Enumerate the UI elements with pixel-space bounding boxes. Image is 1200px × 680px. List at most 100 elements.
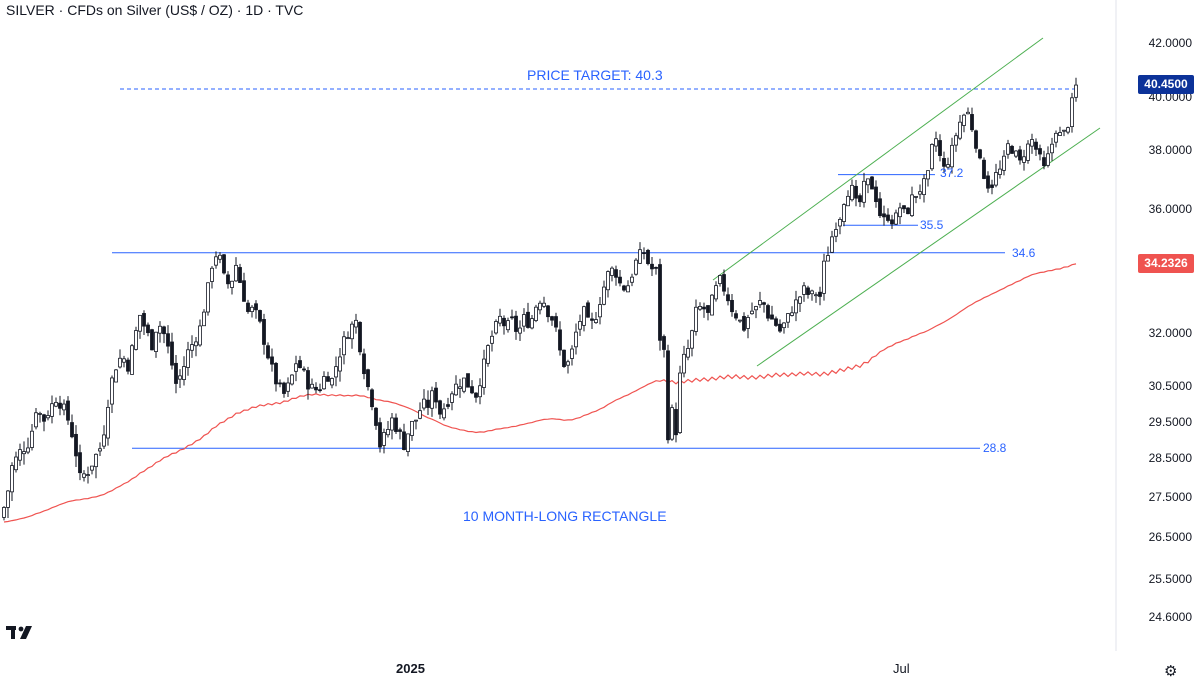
x-axis-label: Jul <box>893 661 910 676</box>
tradingview-logo-icon[interactable] <box>6 624 36 640</box>
candle-body <box>602 286 606 305</box>
candle-body <box>1022 156 1026 163</box>
candle-body <box>522 314 526 327</box>
candle-body <box>110 377 114 405</box>
candle-body <box>710 294 714 316</box>
candle-body <box>38 413 42 415</box>
candle-body <box>214 256 218 266</box>
candle-body <box>854 185 858 199</box>
candle-body <box>106 406 110 439</box>
candle-body <box>218 254 222 260</box>
candle-body <box>902 205 906 210</box>
candle-body <box>42 414 46 422</box>
candle-body <box>130 345 134 375</box>
candle-body <box>450 393 454 403</box>
candle-body <box>102 434 106 447</box>
candle-body <box>210 267 214 282</box>
candle-body <box>1034 141 1038 150</box>
candle-body <box>1066 127 1070 133</box>
candle-body <box>350 323 354 340</box>
candle-body <box>182 366 186 380</box>
candle-body <box>62 403 66 411</box>
candle-body <box>1014 150 1018 157</box>
candle-body <box>238 267 242 283</box>
candle-body <box>594 319 598 324</box>
candle-body <box>202 311 206 327</box>
candle-body <box>810 290 814 295</box>
channel-lower-line <box>756 127 1101 367</box>
candle-body <box>674 409 678 436</box>
candle-body <box>414 419 418 422</box>
candle-body <box>642 252 646 255</box>
y-axis-label: 24.6000 <box>1148 610 1192 624</box>
candle-body <box>262 319 266 345</box>
candle-body <box>494 321 498 334</box>
candle-body <box>26 447 30 453</box>
candle-body <box>794 299 798 314</box>
candle-body <box>310 383 314 389</box>
candle-body <box>634 259 638 275</box>
candle-body <box>702 306 706 310</box>
candle-body <box>806 287 810 295</box>
candle-body <box>206 282 210 313</box>
candle-body <box>1026 143 1030 161</box>
moving-average-badge: 34.2326 <box>1138 254 1194 273</box>
candle-body <box>566 361 570 366</box>
candle-body <box>194 341 198 347</box>
candle-body <box>126 359 130 372</box>
candle-body <box>558 329 562 351</box>
channel-upper-line <box>712 37 1044 281</box>
candle-body <box>166 333 170 347</box>
candle-body <box>434 387 438 403</box>
candle-body <box>362 353 366 375</box>
candle-body <box>830 236 834 253</box>
candle-body <box>66 400 70 421</box>
candle-body <box>738 319 742 322</box>
candle-body <box>430 390 434 409</box>
candle-body <box>722 274 726 292</box>
candle-body <box>58 402 62 409</box>
level-label-35-5: 35.5 <box>920 218 944 232</box>
candle-body <box>426 399 430 408</box>
candle-body <box>850 184 854 201</box>
candle-body <box>342 336 346 356</box>
candle-body <box>174 362 178 384</box>
candle-body <box>258 310 262 322</box>
candle-body <box>34 412 38 428</box>
candle-body <box>270 356 274 365</box>
candle-body <box>614 269 618 278</box>
candle-body <box>514 315 518 332</box>
candle-body <box>910 194 914 217</box>
candle-body <box>418 410 422 419</box>
candle-body <box>82 473 86 478</box>
candle-body <box>578 321 582 330</box>
candle-body <box>138 314 142 332</box>
candle-body <box>1010 145 1014 154</box>
candle-body <box>162 326 166 335</box>
candle-body <box>282 382 286 394</box>
candle-body <box>322 376 326 390</box>
candle-body <box>90 465 94 471</box>
candle-body <box>518 327 522 334</box>
candle-body <box>398 429 402 432</box>
candle-body <box>882 213 886 218</box>
candle-body <box>878 198 882 217</box>
candle-body <box>778 323 782 332</box>
candle-body <box>1074 84 1078 98</box>
candle-body <box>774 318 778 326</box>
settings-gear-icon[interactable]: ⚙ <box>1164 663 1178 680</box>
candle-body <box>498 315 502 324</box>
candle-body <box>470 386 474 394</box>
candle-body <box>1002 155 1006 171</box>
candle-body <box>318 389 322 392</box>
candle-body <box>950 144 954 168</box>
price-target-label: PRICE TARGET: 40.3 <box>527 67 663 83</box>
candle-body <box>886 214 890 221</box>
last-price-badge: 40.4500 <box>1138 75 1194 94</box>
candle-body <box>190 344 194 351</box>
candle-body <box>94 453 98 468</box>
candle-body <box>394 417 398 432</box>
candle-body <box>646 249 650 265</box>
candle-body <box>30 430 34 448</box>
candle-body <box>1050 143 1054 154</box>
